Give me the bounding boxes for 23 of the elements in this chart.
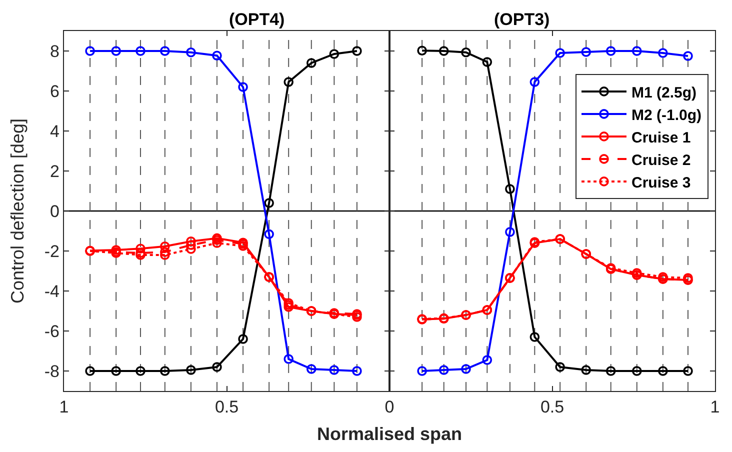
legend-label: M1 (2.5g) xyxy=(631,84,697,102)
y-tick-label: -4 xyxy=(44,282,60,301)
y-tick-label: 6 xyxy=(50,82,60,101)
y-tick-label: -2 xyxy=(44,242,60,261)
y-tick-label: 2 xyxy=(50,162,60,181)
legend-label: Cruise 1 xyxy=(631,129,691,146)
y-tick-label: -8 xyxy=(44,362,60,381)
legend-label: M2 (-1.0g) xyxy=(631,106,702,124)
y-tick-label: 4 xyxy=(50,122,60,141)
chart-title: (OPT4) xyxy=(229,10,285,29)
x-tick-label: 1 xyxy=(59,398,69,416)
x-tick-label: 0.5 xyxy=(540,398,564,416)
legend-label: Cruise 2 xyxy=(631,152,691,169)
legend-label: Cruise 3 xyxy=(631,174,691,192)
x-tick-label: 0 xyxy=(384,398,394,416)
y-tick-label: 8 xyxy=(50,42,60,61)
y-axis-title: Control deflection [deg] xyxy=(8,118,28,304)
chart-title: (OPT3) xyxy=(494,10,550,29)
x-tick-label: 1 xyxy=(710,398,720,416)
y-tick-label: -6 xyxy=(44,322,60,341)
y-tick-label: 0 xyxy=(50,202,60,221)
x-axis-title: Normalised span xyxy=(317,424,462,444)
x-tick-label: 0.5 xyxy=(214,398,239,416)
